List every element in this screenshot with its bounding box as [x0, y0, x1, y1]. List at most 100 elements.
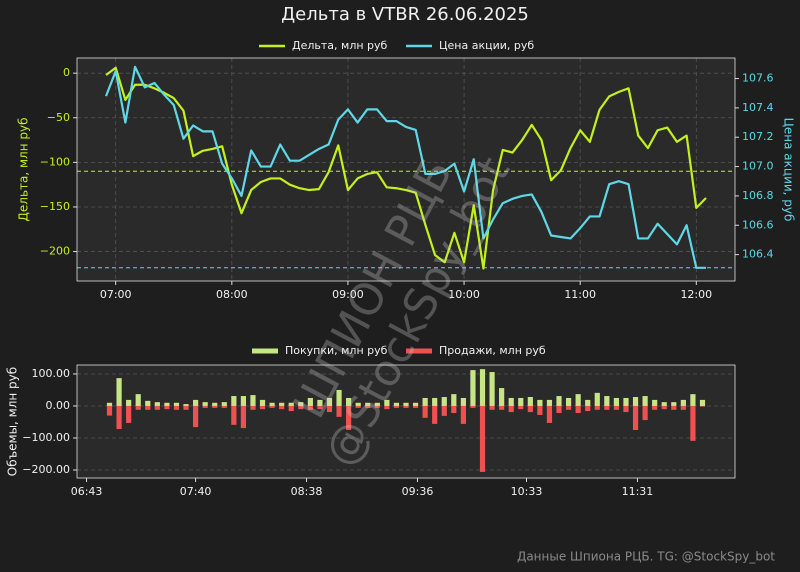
- x-tick-label: 11:00: [564, 288, 596, 301]
- bar: [451, 405, 457, 414]
- x-tick-label: 10:00: [448, 288, 480, 301]
- bar: [279, 405, 285, 410]
- bar: [537, 405, 543, 415]
- bar: [259, 405, 266, 410]
- bar: [489, 405, 495, 410]
- bar: [135, 394, 141, 406]
- y-tick-label: 100.00: [32, 367, 71, 380]
- bar: [269, 402, 275, 406]
- bar: [154, 405, 160, 410]
- plot-frame: [76, 57, 736, 282]
- x-tick-label: 08:00: [216, 288, 248, 301]
- bar: [346, 397, 352, 406]
- bar: [632, 397, 639, 406]
- bar: [594, 405, 600, 410]
- bar: [499, 388, 505, 406]
- bar: [613, 405, 620, 410]
- bar: [221, 405, 227, 408]
- y-tick-label: −100.00: [22, 431, 70, 444]
- bar: [116, 405, 122, 430]
- bar: [575, 394, 581, 406]
- series-line: [105, 65, 706, 269]
- bar: [537, 399, 543, 406]
- bar: [393, 402, 400, 406]
- bar: [642, 396, 648, 406]
- bar: [145, 405, 151, 410]
- bar: [192, 405, 199, 428]
- bar: [259, 399, 266, 406]
- bar: [393, 405, 400, 408]
- y-tick-label: 0.00: [46, 399, 71, 412]
- bar: [508, 405, 514, 413]
- bar: [412, 402, 419, 406]
- legend-label: Цена акции, руб: [439, 39, 534, 52]
- chart-title: Дельта в VTBR 26.06.2025: [281, 4, 529, 25]
- bar: [355, 405, 361, 408]
- bar: [690, 394, 696, 406]
- bar: [250, 405, 256, 410]
- y2-tick-label: 107.6: [742, 72, 774, 85]
- bar: [680, 405, 686, 410]
- x-tick-label: 08:38: [291, 485, 323, 498]
- bar: [565, 397, 572, 406]
- y-tick-label: −200.00: [22, 463, 70, 476]
- bar: [307, 397, 313, 406]
- bar: [412, 405, 419, 408]
- bar: [422, 397, 428, 406]
- bar: [231, 396, 237, 406]
- x-tick-label: 09:36: [402, 485, 434, 498]
- bar: [432, 397, 438, 406]
- y-tick-label: 0: [63, 66, 70, 79]
- bar: [106, 405, 113, 416]
- bar: [441, 397, 447, 406]
- bar: [489, 372, 495, 406]
- bar: [470, 405, 476, 408]
- y-tick-label: −50: [47, 111, 70, 124]
- bar: [326, 397, 333, 406]
- y2-tick-label: 106.6: [742, 218, 774, 231]
- x-tick-label: 06:43: [71, 485, 103, 498]
- bar: [690, 405, 696, 441]
- bar: [307, 405, 313, 410]
- y2-tick-label: 107.4: [742, 101, 774, 114]
- bar: [240, 405, 247, 429]
- bar: [116, 378, 122, 406]
- bar: [106, 402, 113, 406]
- bar: [202, 405, 208, 408]
- legend-label: Дельта, млн руб: [292, 39, 388, 52]
- bar: [374, 405, 380, 408]
- bar: [384, 399, 390, 406]
- y2-axis-label: Цена акции, руб: [782, 118, 796, 222]
- bar: [403, 405, 409, 408]
- bar: [499, 405, 505, 410]
- bar: [336, 389, 342, 406]
- bar: [546, 405, 553, 423]
- bar: [173, 402, 180, 406]
- y2-tick-label: 107.2: [742, 130, 774, 143]
- bar: [623, 405, 629, 413]
- bar: [642, 405, 648, 421]
- bar: [680, 399, 686, 406]
- y2-tick-label: 106.4: [742, 248, 774, 261]
- bar: [212, 405, 218, 408]
- bar: [355, 402, 361, 406]
- series-line: [105, 66, 707, 270]
- y-tick-label: −100: [40, 155, 70, 168]
- y-tick-label: −150: [40, 200, 70, 213]
- bar: [240, 396, 247, 406]
- bar: [288, 405, 294, 412]
- bar: [164, 402, 170, 406]
- bar: [518, 397, 524, 406]
- y-axis-label: Дельта, млн руб: [17, 118, 31, 222]
- bar: [212, 402, 218, 406]
- bar: [451, 394, 457, 406]
- bar: [460, 405, 466, 424]
- bar: [250, 395, 256, 406]
- bar: [556, 396, 562, 406]
- bar: [470, 370, 476, 406]
- bar: [565, 405, 572, 410]
- bar: [632, 405, 639, 430]
- bar: [135, 405, 141, 410]
- legend-label: Покупки, млн руб: [285, 344, 388, 357]
- bar: [604, 405, 610, 410]
